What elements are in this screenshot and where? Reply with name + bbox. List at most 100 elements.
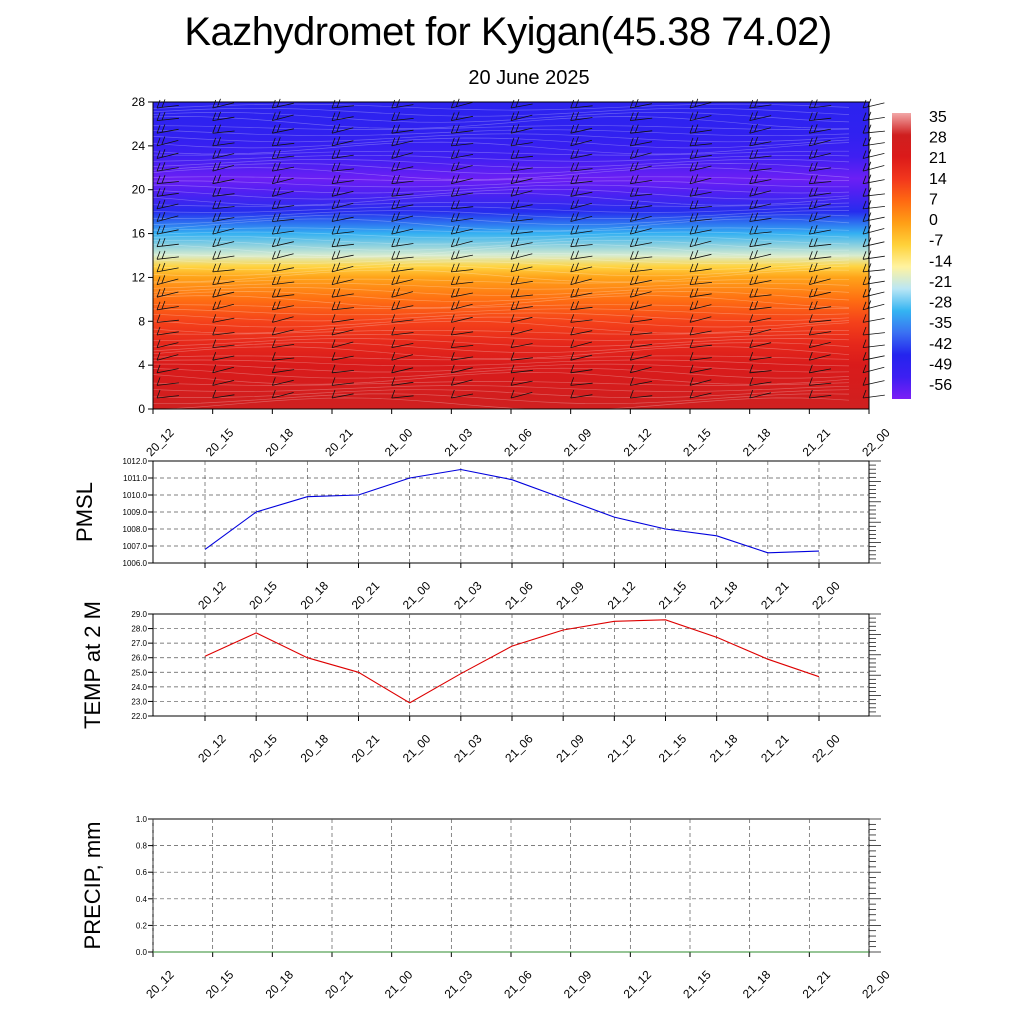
wind-barb <box>156 352 179 361</box>
wind-barb <box>331 238 354 248</box>
x-tick-label: 21_21 <box>800 425 834 459</box>
wind-barb <box>212 339 235 348</box>
wind-barb <box>808 339 831 348</box>
wind-barb <box>689 352 712 361</box>
colorbar-label: -56 <box>929 377 952 394</box>
contour-line <box>152 107 850 117</box>
temperature-field <box>153 102 869 409</box>
y-axis-title: PMSL <box>72 482 97 542</box>
wind-barb <box>331 352 354 361</box>
wind-barb <box>331 288 354 298</box>
contour-line <box>152 227 850 233</box>
wind-barb <box>391 111 414 121</box>
x-tick-label: 21_18 <box>707 578 741 612</box>
wind-barb <box>570 301 593 311</box>
wind-barb <box>156 124 179 134</box>
wind-barb <box>689 149 712 159</box>
wind-barb <box>510 352 533 361</box>
wind-barb <box>570 326 593 336</box>
contour-line <box>152 367 850 379</box>
wind-barb <box>156 187 179 197</box>
x-tick-label: 20_21 <box>349 731 383 765</box>
x-tick-label: 21_12 <box>605 731 639 765</box>
wind-barb <box>212 200 235 210</box>
wind-barb <box>510 262 533 273</box>
wind-barb <box>391 300 414 311</box>
wind-barb <box>510 389 533 399</box>
contour-line <box>152 397 850 411</box>
contour-line <box>152 257 850 264</box>
wind-barb <box>271 212 295 222</box>
contour-line <box>152 334 850 341</box>
wind-barb <box>212 389 235 399</box>
wind-barb <box>156 212 179 222</box>
wind-barb <box>629 263 653 273</box>
wind-barb <box>689 225 712 235</box>
wind-barb <box>749 174 772 185</box>
contour-line <box>152 235 850 245</box>
x-tick-label: 20_18 <box>263 967 297 1001</box>
contour-line <box>152 359 850 367</box>
wind-barb <box>331 174 354 185</box>
wind-barb <box>808 225 831 235</box>
wind-barb <box>156 339 179 348</box>
wind-barb <box>271 275 295 285</box>
wind-barb <box>808 389 832 399</box>
wind-barb <box>689 200 712 210</box>
x-tick-label: 20_18 <box>298 731 332 765</box>
wind-barb <box>570 314 593 323</box>
y-tick-label: 1010.0 <box>123 491 148 500</box>
x-tick-label: 22_00 <box>809 578 843 612</box>
wind-barb <box>271 364 295 374</box>
x-tick-label: 20_12 <box>143 425 177 459</box>
wind-barb <box>629 287 652 298</box>
wind-barb <box>331 377 354 386</box>
contour-line <box>152 342 850 353</box>
wind-barb <box>156 224 179 235</box>
wind-barb <box>391 199 414 210</box>
y-tick-label: 1006.0 <box>123 559 148 568</box>
y-tick-label: 16 <box>132 227 146 241</box>
wind-barb <box>749 288 772 298</box>
wind-barb <box>629 352 652 361</box>
wind-barb <box>450 200 474 210</box>
contour-line <box>152 291 850 302</box>
contour-line <box>152 176 850 182</box>
wind-barb <box>570 149 593 159</box>
contour-line <box>152 239 850 251</box>
contour-line <box>152 278 850 284</box>
wind-barb <box>331 123 354 134</box>
wind-barb <box>450 300 473 311</box>
wind-barb <box>629 364 652 374</box>
y-tick-label: 1009.0 <box>123 508 148 517</box>
contour-line <box>152 159 850 168</box>
wind-barb <box>570 339 593 348</box>
wind-barb <box>808 99 832 109</box>
x-tick-label: 21_18 <box>707 731 741 765</box>
wind-barb <box>450 326 474 336</box>
contour-line <box>152 304 850 310</box>
wind-barb <box>271 225 295 235</box>
wind-barb <box>749 377 772 386</box>
wind-barb <box>212 300 235 311</box>
wind-barb <box>570 212 593 222</box>
contour-line <box>152 355 850 361</box>
wind-barb <box>570 136 593 147</box>
x-tick-label: 21_00 <box>400 578 434 612</box>
y-tick-label: 0.4 <box>136 895 148 904</box>
wind-barb <box>629 237 652 248</box>
y-tick-label: 25.0 <box>131 668 147 677</box>
wind-barb <box>689 339 712 348</box>
contour-line <box>152 282 850 290</box>
wind-barb <box>212 364 235 374</box>
wind-barb <box>212 377 235 386</box>
temperature-height-panel: 0 4 8 12 16 20 24 28 20_12 20_15 20_18 20_21 21_00 21… <box>132 95 893 459</box>
y-tick-label: 0.8 <box>136 842 148 851</box>
contour-line <box>152 244 850 257</box>
wind-barb <box>510 288 533 298</box>
wind-barb <box>450 352 474 361</box>
wind-barb <box>808 300 832 311</box>
colorbar-label: -35 <box>929 315 952 332</box>
wind-barb <box>450 377 473 386</box>
wind-barb <box>212 250 235 260</box>
